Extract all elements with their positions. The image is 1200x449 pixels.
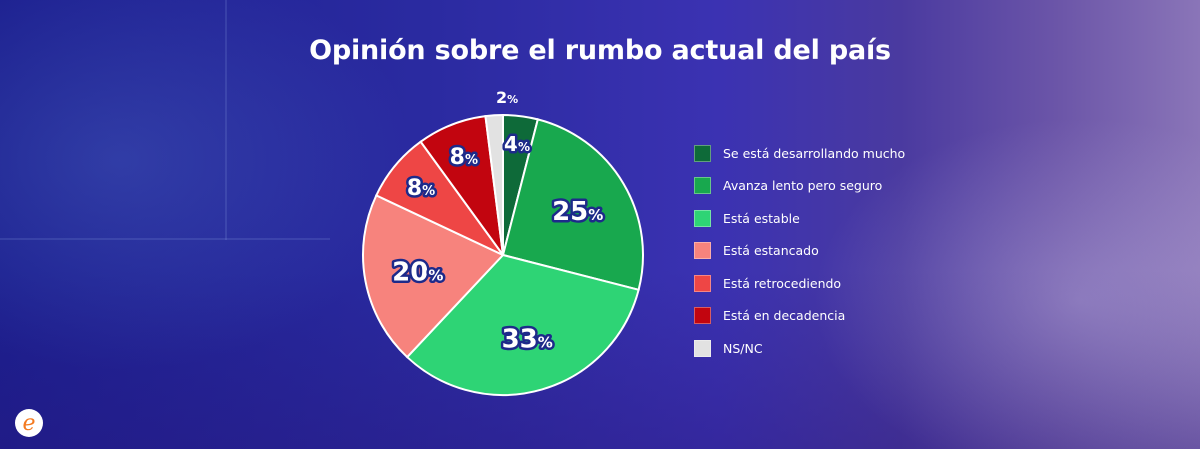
legend-item: Avanza lento pero seguro	[694, 170, 905, 203]
chart-title: Opinión sobre el rumbo actual del país	[309, 35, 891, 66]
pie-slice	[501, 118, 644, 292]
legend-item: Está estable	[694, 202, 905, 235]
legend-swatch	[694, 209, 711, 227]
legend-label: Está estancado	[723, 243, 819, 259]
pie-slice	[405, 253, 640, 396]
legend-label: Se está desarrollando mucho	[723, 145, 906, 161]
legend-label: Está en decadencia	[723, 308, 846, 324]
legend-label: Está estable	[723, 210, 800, 226]
pie-data-label: 8%	[450, 145, 478, 170]
legend-swatch	[694, 144, 711, 162]
legend-item: NS/NC	[694, 332, 905, 365]
background-line	[0, 238, 330, 240]
legend-item: Está en decadencia	[694, 300, 905, 333]
pie-data-labels: 4% 25% 33% 20% 8% 8% 2%	[390, 88, 606, 357]
legend-label: NS/NC	[723, 340, 763, 356]
legend-item: Está retrocediendo	[694, 267, 905, 300]
pie-data-label: 33%	[502, 325, 553, 355]
pie-data-label: 2%	[496, 88, 518, 107]
pie-slices	[362, 113, 644, 396]
legend-swatch	[694, 274, 711, 292]
pie-data-label: 8%	[407, 176, 435, 201]
pie-data-label: 20%	[392, 258, 443, 288]
brand-logo-icon: e	[15, 409, 43, 437]
background-line	[225, 0, 227, 240]
legend-swatch	[694, 307, 711, 325]
pie-slice	[362, 194, 505, 359]
legend-item: Se está desarrollando mucho	[694, 137, 905, 170]
legend-swatch	[694, 242, 711, 260]
pie-data-label: 25%	[552, 197, 603, 227]
legend-label: Avanza lento pero seguro	[723, 178, 883, 194]
legend-swatch	[694, 339, 711, 357]
svg-text:e: e	[22, 411, 35, 436]
chart-legend: Se está desarrollando mucho Avanza lento …	[694, 137, 905, 365]
pie-data-label: 4%	[504, 132, 530, 156]
legend-swatch	[694, 177, 711, 195]
legend-item: Está estancado	[694, 235, 905, 268]
legend-label: Está retrocediendo	[723, 275, 842, 291]
pie-slice	[484, 113, 504, 256]
